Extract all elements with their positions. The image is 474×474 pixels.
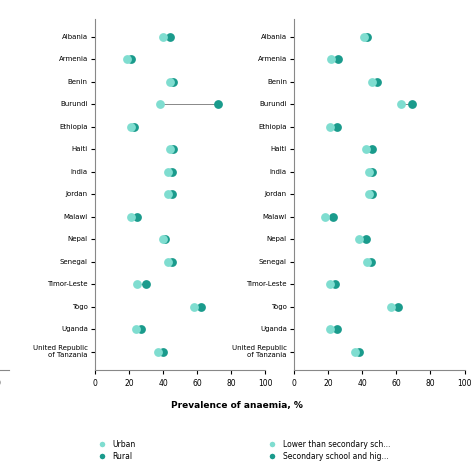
- Point: [360, 33, 368, 41]
- Point: [333, 123, 340, 131]
- Point: [168, 258, 175, 265]
- Point: [142, 281, 150, 288]
- Point: [364, 258, 371, 265]
- Point: [159, 33, 167, 41]
- Point: [387, 303, 395, 310]
- Point: [134, 213, 141, 220]
- Point: [166, 78, 173, 86]
- Point: [369, 146, 376, 153]
- Point: [355, 348, 363, 356]
- Point: [161, 236, 169, 243]
- Point: [326, 281, 334, 288]
- Point: [170, 78, 177, 86]
- Point: [374, 78, 381, 86]
- Point: [127, 213, 135, 220]
- Point: [365, 191, 373, 198]
- Point: [127, 55, 135, 63]
- Legend: Urban, Rural: Urban, Rural: [94, 440, 136, 461]
- Legend: Lower than secondary sch..., Secondary school and hig...: Lower than secondary sch..., Secondary s…: [264, 440, 390, 461]
- Point: [321, 213, 328, 220]
- Point: [398, 100, 405, 108]
- Point: [355, 236, 363, 243]
- Point: [127, 123, 135, 131]
- Point: [326, 326, 334, 333]
- Point: [369, 78, 376, 86]
- Point: [352, 348, 359, 356]
- Point: [190, 303, 198, 310]
- Point: [362, 236, 369, 243]
- Point: [132, 326, 139, 333]
- Point: [164, 258, 172, 265]
- Point: [367, 258, 374, 265]
- Point: [164, 191, 172, 198]
- Point: [369, 191, 376, 198]
- Point: [166, 146, 173, 153]
- Point: [394, 303, 402, 310]
- Point: [326, 123, 334, 131]
- Point: [154, 348, 162, 356]
- Point: [331, 281, 338, 288]
- Point: [408, 100, 415, 108]
- Point: [168, 168, 175, 176]
- Point: [364, 33, 371, 41]
- Point: [214, 100, 221, 108]
- Point: [170, 146, 177, 153]
- Point: [335, 55, 342, 63]
- Point: [130, 123, 138, 131]
- Point: [168, 191, 175, 198]
- Point: [197, 303, 204, 310]
- Point: [159, 348, 167, 356]
- Point: [164, 168, 172, 176]
- Point: [365, 168, 373, 176]
- Point: [137, 326, 145, 333]
- Point: [123, 55, 131, 63]
- Point: [159, 236, 167, 243]
- Point: [328, 55, 335, 63]
- Point: [166, 33, 173, 41]
- Point: [134, 281, 141, 288]
- Point: [329, 213, 337, 220]
- Point: [156, 100, 164, 108]
- Text: Prevalence of anaemia, %: Prevalence of anaemia, %: [171, 401, 303, 410]
- Point: [362, 146, 369, 153]
- Point: [369, 168, 376, 176]
- Point: [333, 326, 340, 333]
